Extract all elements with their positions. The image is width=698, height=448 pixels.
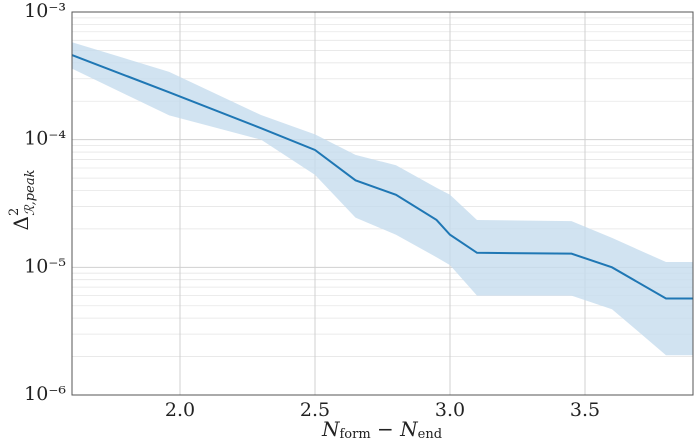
x-label-part: form xyxy=(339,427,370,442)
x-label-part: end xyxy=(418,427,442,442)
line xyxy=(71,54,693,300)
y-label-part: 2 xyxy=(7,208,22,216)
y-tick-label: 10⁻³ xyxy=(24,0,66,22)
y-tick-label: 10⁻⁴ xyxy=(24,128,66,150)
x-tick-label: 3.5 xyxy=(570,399,600,421)
y-tick-label: 10⁻⁵ xyxy=(24,255,66,277)
y-axis-label: Δ2ℛ,peak xyxy=(7,169,38,230)
plot-frame xyxy=(71,11,694,396)
y-label-part: ℛ,peak xyxy=(23,169,38,215)
uncertainty-band xyxy=(72,42,693,356)
x-label-part: − xyxy=(371,417,400,441)
x-tick-label: 3.0 xyxy=(435,399,465,421)
x-tick-label: 2.5 xyxy=(300,399,330,421)
x-tick-label: 2.0 xyxy=(165,399,195,421)
x-label-part: N xyxy=(321,417,341,441)
y-tick-label: 10⁻⁶ xyxy=(24,383,66,405)
x-axis-label: Nform − Nend xyxy=(321,417,442,442)
y-label-part: Δ xyxy=(9,216,33,230)
x-label-part: N xyxy=(399,417,419,441)
